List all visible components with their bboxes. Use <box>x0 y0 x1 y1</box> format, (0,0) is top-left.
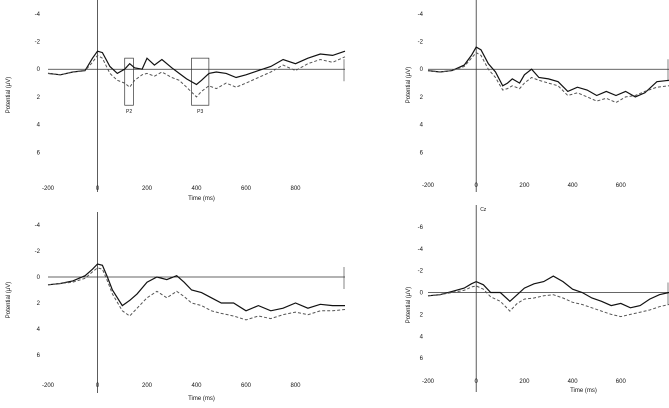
x-tick-label: 400 <box>191 186 202 192</box>
y-tick-label: 0 <box>37 275 41 281</box>
erp-chart-top-right: -200 0 200 400 600 -4 -2 0 2 4 6 Potential (μV) <box>406 0 669 192</box>
x-tick-label: 200 <box>519 379 530 385</box>
y-tick-label: 2 <box>37 301 41 307</box>
x-tick-label: 0 <box>96 383 100 389</box>
y-tick-label: -6 <box>418 225 424 231</box>
y-axis-label: Potential (μV) <box>6 77 12 113</box>
y-tick-label: 4 <box>37 123 41 129</box>
dashed-waveform-line <box>427 285 669 318</box>
y-tick-label: 4 <box>420 334 424 340</box>
component-label: P3 <box>197 109 203 115</box>
solid-waveform-line <box>47 263 345 312</box>
y-axis-label: Potential (μV) <box>406 287 412 323</box>
x-axis-label: Time (ms) <box>188 196 215 202</box>
solid-waveform-line <box>427 275 669 309</box>
y-tick-label: 0 <box>420 291 424 297</box>
y-tick-label: 6 <box>420 150 424 156</box>
y-tick-label: 6 <box>37 353 41 359</box>
x-tick-label: -200 <box>42 186 55 192</box>
y-tick-label: 6 <box>37 150 41 156</box>
x-tick-label: 200 <box>142 383 153 389</box>
x-tick-label: 400 <box>568 379 579 385</box>
y-tick-label: 0 <box>37 67 41 73</box>
solid-waveform-line <box>47 50 346 86</box>
dashed-waveform-line <box>47 54 346 98</box>
y-tick-label: -2 <box>35 40 41 46</box>
x-tick-label: 800 <box>290 186 301 192</box>
erp-chart-top-left: -200 0 200 400 600 800 -4 -2 0 2 4 6 Potential (μV) T… <box>6 0 346 202</box>
y-tick-label: 6 <box>420 356 424 362</box>
x-tick-label: -200 <box>422 183 435 189</box>
x-tick-label: 600 <box>241 186 252 192</box>
y-tick-label: -4 <box>35 223 41 229</box>
erp-chart-bottom-right: -200 0 200 400 600 -6 -4 -2 0 2 4 6 Potential (μV) Ti… <box>406 205 669 394</box>
y-tick-label: 2 <box>37 95 41 101</box>
x-tick-label: 0 <box>475 183 479 189</box>
x-tick-label: 0 <box>96 186 100 192</box>
erp-chart-bottom-left: -200 0 200 400 600 800 -4 -2 0 2 4 6 Potential (μV) T… <box>6 212 346 402</box>
y-tick-label: -4 <box>35 12 41 18</box>
y-tick-label: 4 <box>420 123 424 129</box>
x-tick-label: 600 <box>241 383 252 389</box>
x-tick-label: -200 <box>422 379 435 385</box>
x-tick-label: 400 <box>568 183 579 189</box>
y-tick-label: -2 <box>418 269 424 275</box>
x-tick-label: 800 <box>290 383 301 389</box>
electrode-label: Cz <box>480 207 487 213</box>
y-tick-label: -2 <box>418 40 424 46</box>
y-tick-label: -4 <box>418 247 424 253</box>
solid-waveform-line <box>427 46 669 98</box>
component-label: P2 <box>126 109 132 115</box>
y-tick-label: -2 <box>35 249 41 255</box>
x-tick-label: 200 <box>519 183 530 189</box>
dashed-waveform-line <box>47 267 346 321</box>
x-tick-label: 400 <box>191 383 202 389</box>
x-axis-label: Time (ms) <box>188 396 215 402</box>
y-tick-label: 0 <box>420 67 424 73</box>
y-tick-label: 2 <box>420 312 424 318</box>
x-tick-label: -200 <box>42 383 55 389</box>
y-tick-label: 4 <box>37 327 41 333</box>
x-tick-label: 0 <box>475 379 479 385</box>
dashed-waveform-line <box>427 51 669 104</box>
y-tick-label: -4 <box>418 12 424 18</box>
x-tick-label: 600 <box>616 379 627 385</box>
y-axis-label: Potential (μV) <box>406 67 412 103</box>
y-axis-label: Potential (μV) <box>6 282 12 318</box>
y-tick-label: 2 <box>420 95 424 101</box>
x-tick-label: 200 <box>142 186 153 192</box>
x-axis-label: Time (ms) <box>570 388 597 394</box>
x-tick-label: 600 <box>616 183 627 189</box>
